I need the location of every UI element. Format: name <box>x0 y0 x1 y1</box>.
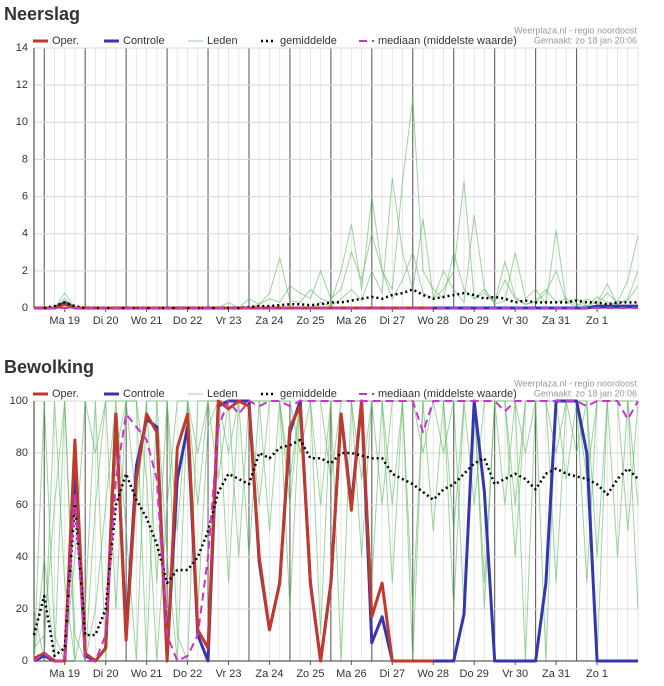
legend-label: Leden <box>207 388 238 400</box>
x-tick-label: Vr 23 <box>216 315 242 327</box>
y-tick-label: 6 <box>22 190 28 202</box>
member-line <box>33 400 638 663</box>
source-note: Gemaakt: zo 18 jan 20:06 <box>534 388 637 398</box>
series-line <box>32 438 639 658</box>
chart: Neerslag Weerplaza.nl - regio noordoostGe… <box>4 4 639 327</box>
x-tick-label: Zo 1 <box>586 668 608 680</box>
legend-label: Oper. <box>52 388 79 400</box>
legend-label: gemiddelde <box>280 35 337 47</box>
x-tick-label: Ma 26 <box>336 315 367 327</box>
y-tick-label: 8 <box>22 153 28 165</box>
y-tick-label: 80 <box>16 447 28 459</box>
series-line <box>33 400 639 662</box>
x-tick-label: Di 27 <box>379 668 405 680</box>
x-tick-label: Ma 19 <box>49 315 80 327</box>
source-note: Gemaakt: zo 18 jan 20:06 <box>534 35 637 45</box>
y-tick-label: 40 <box>16 551 28 563</box>
x-tick-label: Di 20 <box>93 315 119 327</box>
y-tick-label: 0 <box>22 302 28 314</box>
x-tick-label: Wo 28 <box>417 668 449 680</box>
x-tick-label: Do 29 <box>460 668 489 680</box>
x-tick-label: Do 22 <box>173 668 202 680</box>
legend-label: Controle <box>123 35 165 47</box>
member-line <box>34 181 639 309</box>
x-tick-label: Ma 19 <box>49 668 80 680</box>
member-line <box>34 98 639 309</box>
x-tick-label: Zo 25 <box>296 668 324 680</box>
member-line <box>34 177 639 309</box>
x-tick-label: Di 27 <box>379 315 405 327</box>
y-tick-label: 0 <box>22 655 28 667</box>
x-tick-label: Vr 30 <box>502 315 528 327</box>
x-tick-label: Wo 28 <box>417 315 449 327</box>
source-note: Weerplaza.nl - regio noordoost <box>514 378 637 388</box>
legend-label: mediaan (middelste waarde) <box>378 388 517 400</box>
x-tick-label: Zo 1 <box>586 315 608 327</box>
legend-label: Leden <box>207 35 238 47</box>
x-tick-label: Za 31 <box>542 315 570 327</box>
y-tick-label: 12 <box>16 79 28 91</box>
x-tick-label: Ma 26 <box>336 668 367 680</box>
y-tick-label: 2 <box>22 265 28 277</box>
y-tick-label: 100 <box>10 395 28 407</box>
x-tick-label: Vr 23 <box>216 668 242 680</box>
y-tick-label: 10 <box>16 116 28 128</box>
x-tick-label: Za 24 <box>255 315 283 327</box>
legend-label: mediaan (middelste waarde) <box>378 35 517 47</box>
x-tick-label: Vr 30 <box>502 668 528 680</box>
chart-title: Neerslag <box>4 4 80 24</box>
x-tick-label: Za 31 <box>542 668 570 680</box>
x-tick-label: Do 22 <box>173 315 202 327</box>
x-tick-label: Di 20 <box>93 668 119 680</box>
x-tick-label: Wo 21 <box>131 668 163 680</box>
x-tick-label: Do 29 <box>460 315 489 327</box>
legend-label: gemiddelde <box>280 388 337 400</box>
chart-title: Bewolking <box>4 357 94 377</box>
x-tick-label: Zo 25 <box>296 315 324 327</box>
x-tick-label: Wo 21 <box>131 315 163 327</box>
x-tick-label: Za 24 <box>255 668 283 680</box>
legend-label: Controle <box>123 388 165 400</box>
source-note: Weerplaza.nl - regio noordoost <box>514 25 637 35</box>
y-tick-label: 4 <box>22 228 28 240</box>
legend-label: Oper. <box>52 35 79 47</box>
y-tick-label: 60 <box>16 499 28 511</box>
y-tick-label: 20 <box>16 603 28 615</box>
series-line <box>33 399 434 663</box>
y-tick-label: 14 <box>16 42 28 54</box>
chart: Bewolking Weerplaza.nl - regio noordoostG… <box>4 357 639 680</box>
